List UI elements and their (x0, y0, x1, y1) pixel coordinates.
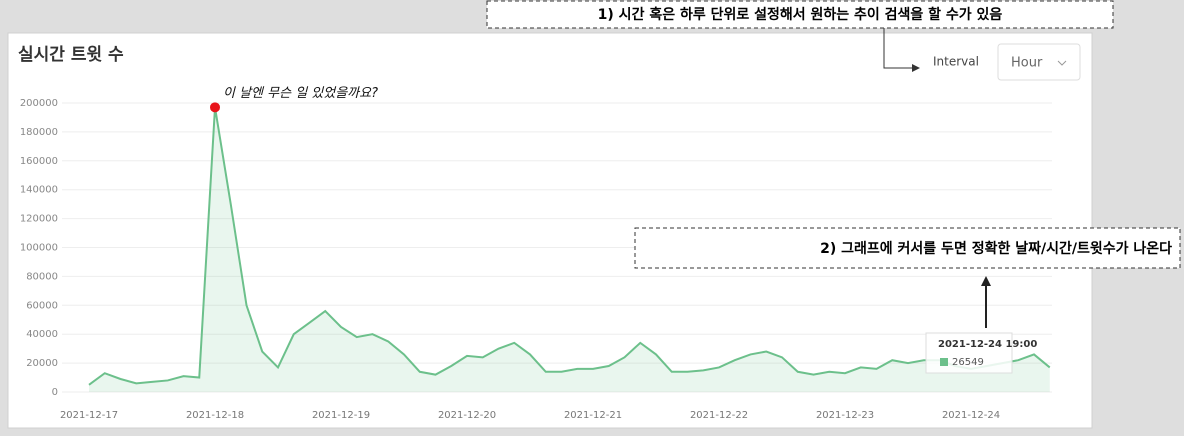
x-tick-label: 2021-12-23 (816, 410, 874, 421)
note-box (634, 227, 1181, 269)
y-tick-label: 100000 (20, 243, 58, 254)
y-tick-label: 0 (52, 387, 58, 398)
x-tick-label: 2021-12-21 (564, 410, 622, 421)
arrow-head (981, 276, 991, 286)
tooltip-value: 26549 (952, 357, 984, 368)
y-tick-label: 160000 (20, 156, 58, 167)
y-tick-label: 120000 (20, 214, 58, 225)
note: 2) 그래프에 커서를 두면 정확한 날짜/시간/트윗수가 나온다 (820, 240, 1172, 257)
annotation: 이 날엔 무슨 일 있었을까요? (223, 86, 378, 101)
y-tick-label: 20000 (26, 358, 58, 369)
x-tick-label: 2021-12-22 (690, 410, 748, 421)
tooltip (925, 332, 1013, 374)
area (89, 107, 1050, 393)
note-box (486, 0, 1114, 29)
highlight-point (210, 102, 220, 113)
y-tick-label: 60000 (26, 300, 58, 311)
y-tick-label: 140000 (20, 185, 58, 196)
tooltip-swatch (940, 358, 948, 366)
x-tick-label: 2021-12-24 (942, 410, 1000, 421)
x-tick-label: 2021-12-20 (438, 410, 496, 421)
line (88, 107, 1051, 386)
y-tick-label: 200000 (20, 98, 58, 109)
interval-value[interactable]: Hour (1011, 56, 1043, 71)
x-tick-label: 2021-12-19 (312, 410, 370, 421)
y-tick-label: 80000 (26, 271, 58, 282)
note: 1) 시간 혹은 하루 단위로 설정해서 원하는 추이 검색을 할 수가 있음 (598, 6, 1003, 23)
y-tick-label: 40000 (26, 329, 58, 340)
x-tick-label: 2021-12-18 (186, 410, 244, 421)
tooltip-title: 2021-12-24 19:00 (938, 339, 1037, 350)
interval-label: Interval (933, 55, 979, 69)
arrow (883, 28, 912, 69)
arrow-head (912, 64, 920, 72)
chevron (1057, 60, 1067, 66)
interval-select[interactable] (997, 43, 1081, 81)
chart-title: 실시간 트윗 수 (18, 45, 124, 65)
x-tick-label: 2021-12-17 (60, 410, 118, 421)
y-tick-label: 180000 (20, 127, 58, 138)
